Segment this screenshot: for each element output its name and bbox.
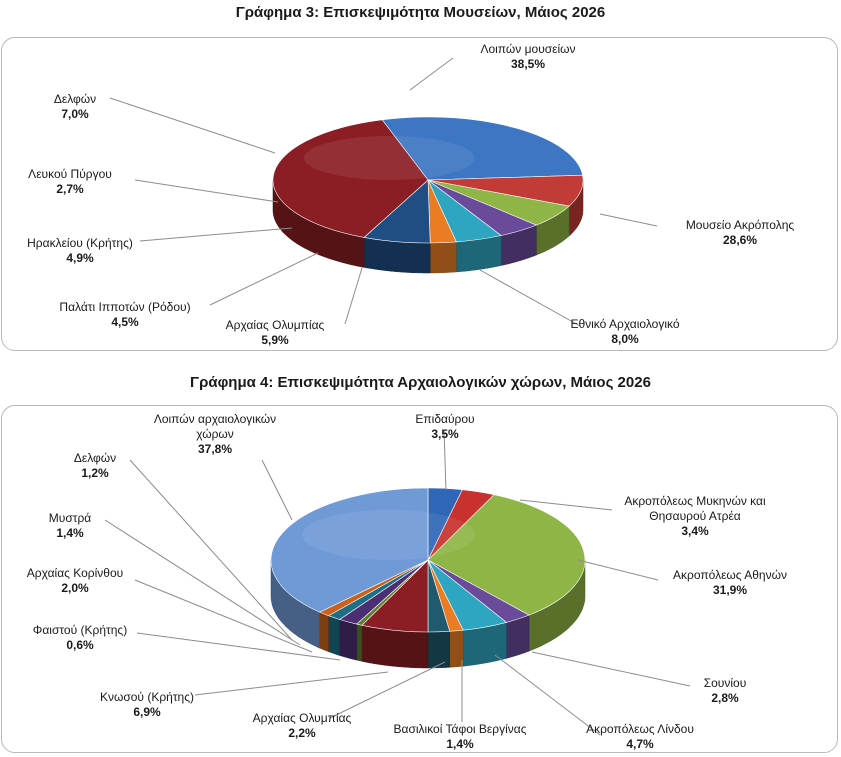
leader-line xyxy=(261,459,293,521)
leader-line xyxy=(494,654,601,736)
slice-label: Δελφών 7,0% xyxy=(53,92,97,121)
slice-label: Λοιπών μουσείων 38,5% xyxy=(480,42,576,71)
slice-label: Επιδαύρου 3,5% xyxy=(415,412,475,441)
slice-label: Λευκού Πύργου 2,7% xyxy=(28,167,112,196)
leader-line xyxy=(209,252,319,306)
slice-label: Αρχαίας Ολυμπίας 5,9% xyxy=(225,318,325,347)
leader-line xyxy=(109,97,276,154)
pie-slice xyxy=(272,119,429,238)
pie-side-segment xyxy=(449,629,464,668)
leader-line xyxy=(134,179,279,203)
pie-chart-3 xyxy=(109,57,658,327)
pie-side-segment xyxy=(328,615,340,656)
slice-label: Φαιστού (Κρήτης) 0,6% xyxy=(32,623,128,652)
pie-side-segment xyxy=(356,623,363,662)
leader-line xyxy=(134,579,313,653)
leader-line xyxy=(519,499,613,511)
slice-label: Ακροπόλεως Λίνδου 4,7% xyxy=(586,722,694,751)
leader-line xyxy=(194,671,389,696)
slice-label: Βασιλικοί Τάφοι Βεργίνας 1,4% xyxy=(393,722,527,751)
chart-3-title: Γράφημα 3: Επισκεψιμότητα Μουσείων, Μάιο… xyxy=(235,4,606,21)
leader-line xyxy=(104,519,301,646)
slice-label: Λοιπών αρχαιολογικών χώρων 37,8% xyxy=(153,412,277,456)
slice-label: Μουσείο Ακρόπολης 28,6% xyxy=(685,218,795,247)
slice-label: Παλάτι Ιπποτών (Ρόδου) 4,5% xyxy=(59,300,191,329)
pie-side xyxy=(270,560,586,669)
leader-line xyxy=(409,57,454,91)
leader-line xyxy=(139,227,293,242)
pie-slice xyxy=(427,494,586,616)
pie-side-segment xyxy=(427,631,450,669)
slice-label: Σουνίου 2,8% xyxy=(703,676,747,705)
leader-line xyxy=(599,213,658,227)
pie-highlight xyxy=(304,135,475,180)
slice-label: Ακροπόλεως Μυκηνών και Θησαυρού Ατρέα 3,4… xyxy=(624,494,766,538)
pie-side-segment xyxy=(429,241,457,274)
slice-label: Κνωσού (Κρήτης) 6,9% xyxy=(99,690,195,719)
leader-line xyxy=(136,632,341,661)
leader-line xyxy=(129,459,293,641)
leader-line xyxy=(443,429,447,491)
leader-line xyxy=(479,269,581,327)
pie-slice xyxy=(381,116,583,181)
pie-highlight xyxy=(302,509,476,560)
pie-side-segment xyxy=(339,619,357,661)
slice-label: Αρχαίας Κορίνθου 2,0% xyxy=(26,566,124,595)
pie-slice xyxy=(270,487,429,613)
leader-line xyxy=(329,661,446,719)
slice-label: Αρχαίας Ολυμπίας 2,2% xyxy=(252,711,352,740)
slice-label: Ηρακλείου (Κρήτης) 4,9% xyxy=(27,236,133,265)
leader-line xyxy=(531,651,691,687)
slice-label: Δελφών 1,2% xyxy=(73,451,117,480)
slice-label: Μυστρά 1,4% xyxy=(48,511,92,540)
leader-line xyxy=(577,559,659,581)
leader-line xyxy=(344,267,363,325)
slice-label: Εθνικό Αρχαιολογικό 8,0% xyxy=(570,317,680,346)
pie-chart-4 xyxy=(104,429,691,736)
pie-side-segment xyxy=(319,611,329,653)
slice-label: Ακροπόλεως Αθηνών 31,9% xyxy=(673,568,787,597)
chart-4-title: Γράφημα 4: Επισκεψιμότητα Αρχαιολογικών … xyxy=(190,374,651,391)
